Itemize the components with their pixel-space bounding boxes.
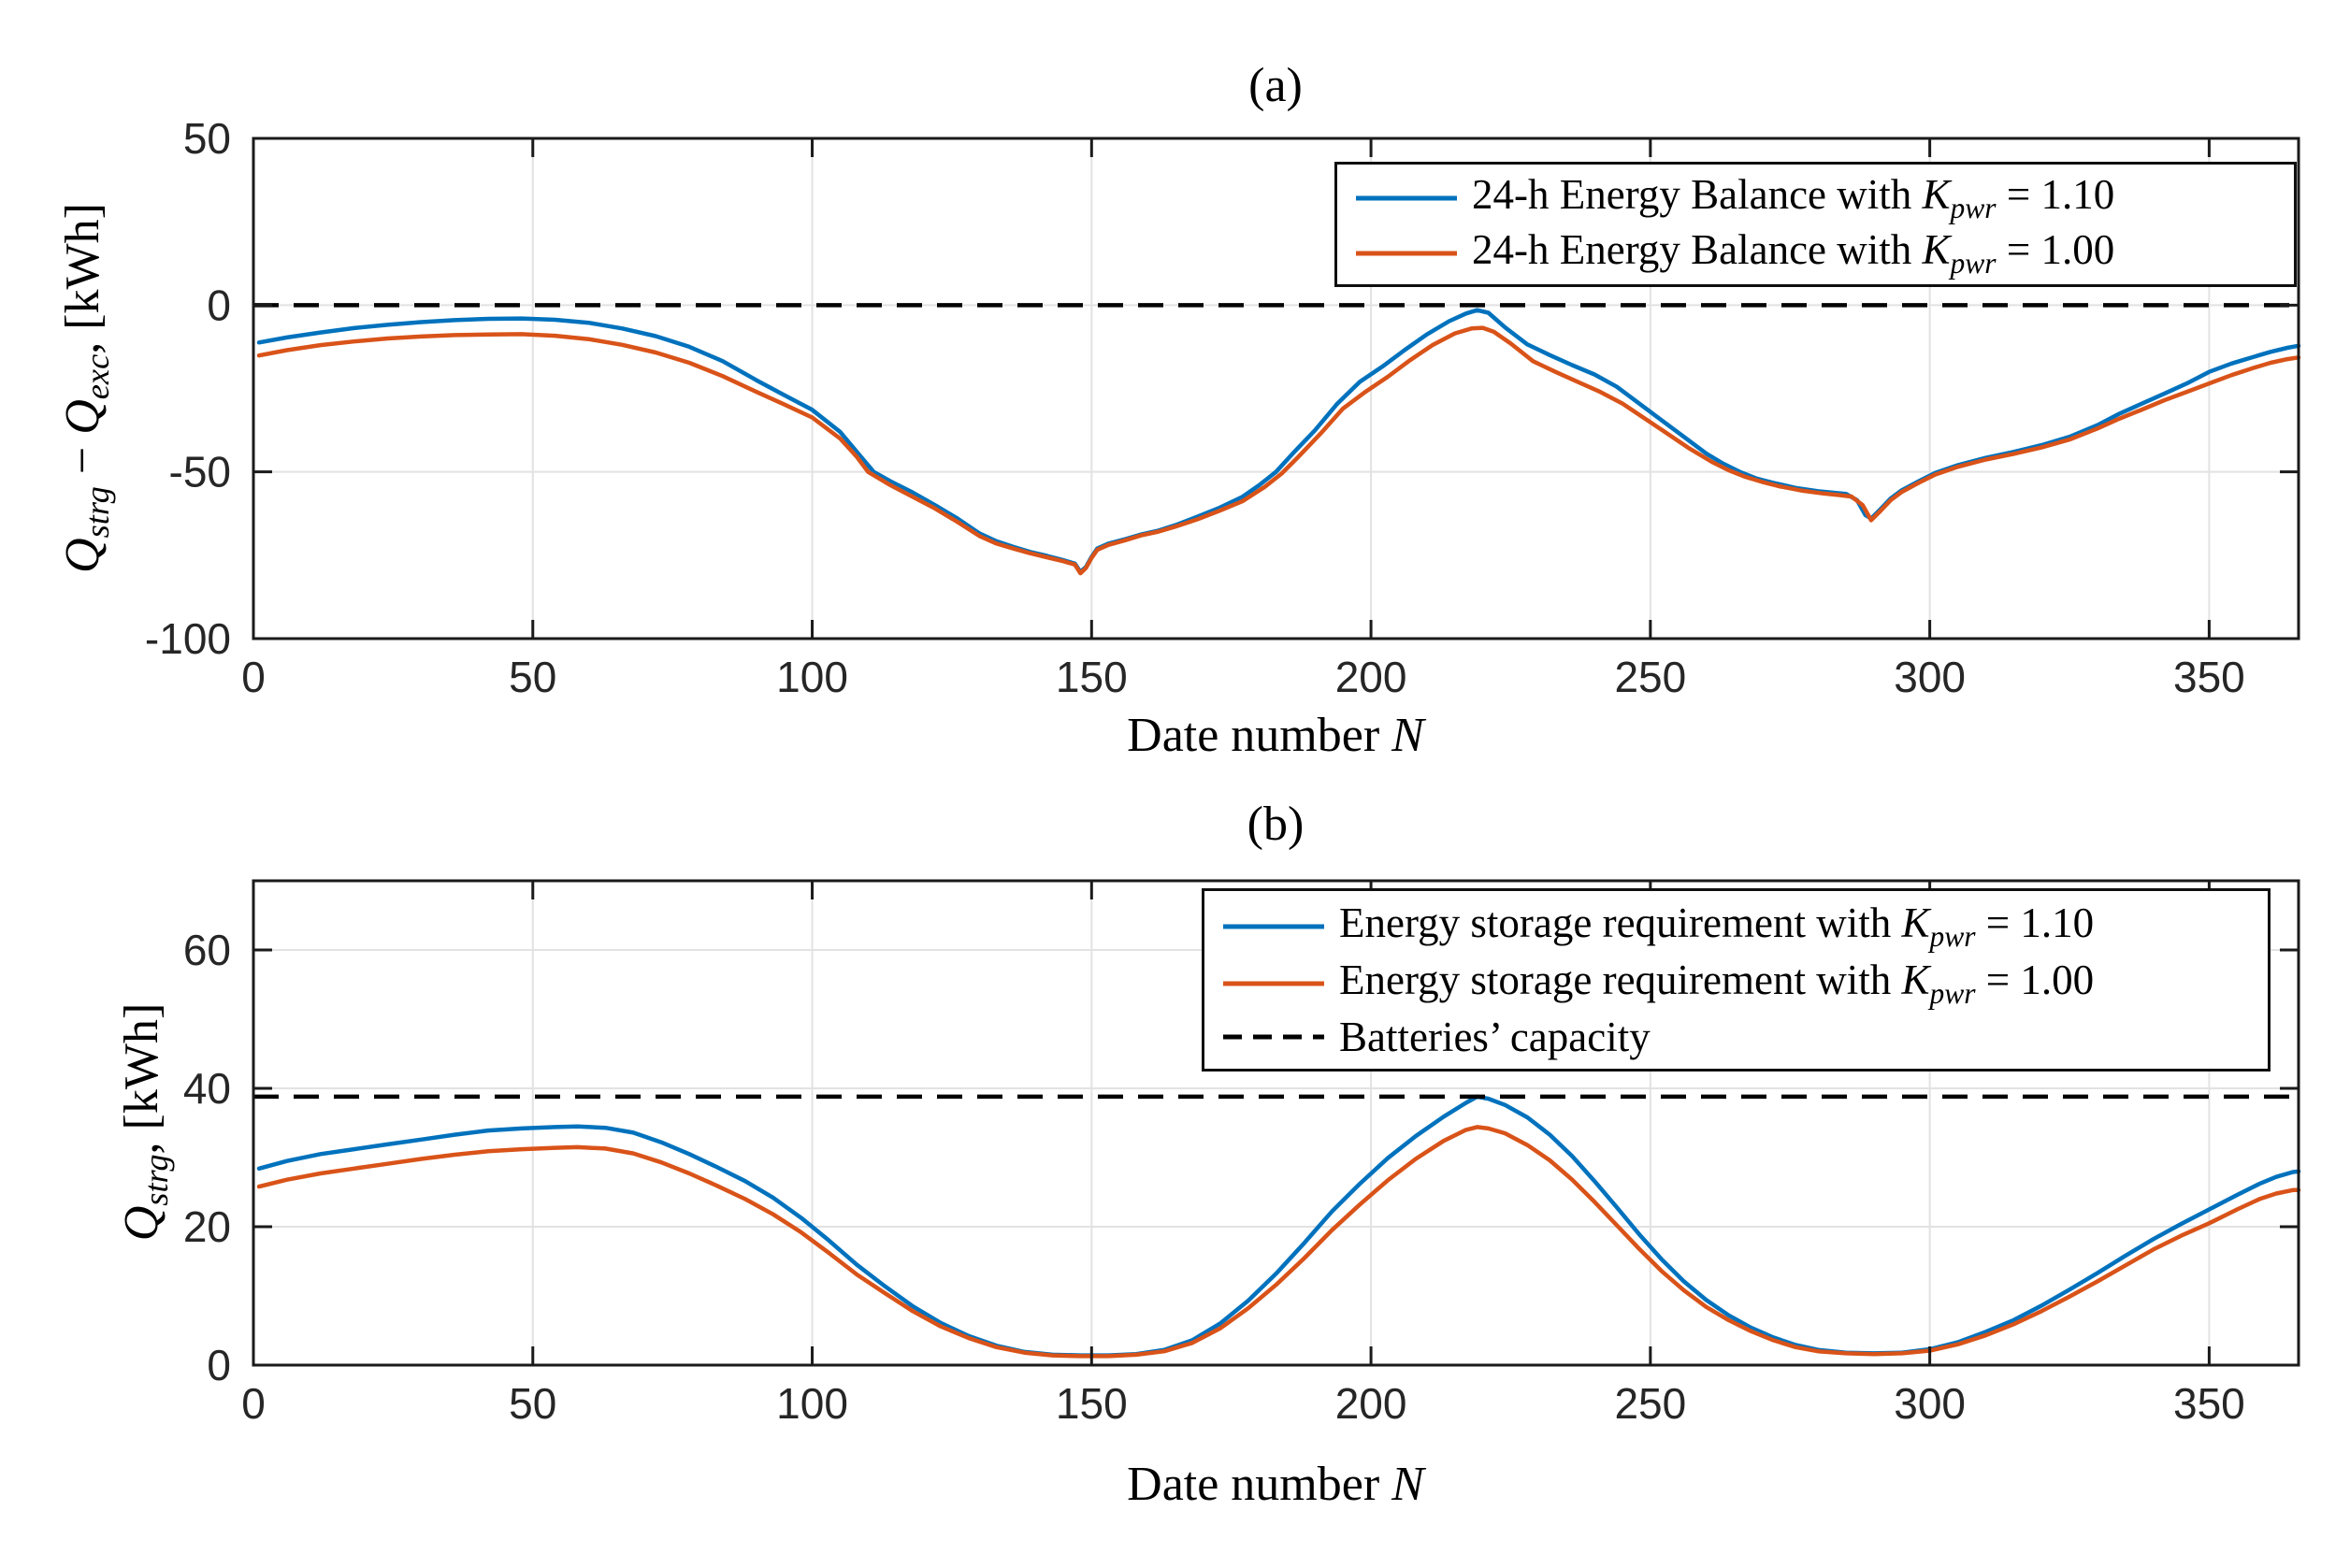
plot-b-y-tick-label: 60 xyxy=(183,926,231,974)
legend-entry: 24-h Energy Balance with Kpwr = 1.10 xyxy=(1347,170,2285,225)
plot-b-legend: Energy storage requirement with Kpwr = 1… xyxy=(1202,888,2271,1072)
plot-b-x-tick-label: 0 xyxy=(241,1379,266,1428)
plot-b-x-tick-label: 250 xyxy=(1614,1379,1686,1428)
plot-a-y-tick-label: -50 xyxy=(169,448,231,496)
plot-b-y-axis-label: Qstrg, [kWh] xyxy=(114,1002,176,1242)
plot-a-series-1 xyxy=(256,325,2301,576)
plot-a-x-tick-label: 200 xyxy=(1335,653,1407,701)
plot-b-x-tick-label: 50 xyxy=(509,1379,556,1428)
plot-a-x-tick-label: 300 xyxy=(1894,653,1966,701)
plot-a-y-tick-label: -100 xyxy=(145,614,231,663)
plot-a-x-tick-label: 100 xyxy=(776,653,848,701)
plot-a-x-tick-label: 0 xyxy=(241,653,266,701)
plot-b-series-1 xyxy=(256,1125,2301,1359)
legend-entry-label: Energy storage requirement with Kpwr = 1… xyxy=(1339,899,2095,953)
plot-b-y-tick-label: 20 xyxy=(183,1202,231,1251)
plot-a-box xyxy=(252,137,2300,640)
plot-a-title: (a) xyxy=(1248,59,1303,112)
plot-a-y-tick-label: 0 xyxy=(207,281,231,329)
legend-line-sample xyxy=(1223,924,1324,928)
plot-a-x-tick-label: 350 xyxy=(2173,653,2245,701)
legend-entry: Energy storage requirement with Kpwr = 1… xyxy=(1214,956,2258,1011)
legend-line-sample xyxy=(1223,981,1324,985)
plot-a-tick-labels: 0 50 100 150 200 250 300 350 -100 -50 0 50 xyxy=(145,114,2245,701)
plot-a-ticks xyxy=(252,137,2299,640)
plot-b-x-tick-label: 200 xyxy=(1335,1379,1407,1428)
plot-b-y-tick-label: 0 xyxy=(207,1341,231,1389)
plot-b-x-tick-label: 300 xyxy=(1894,1379,1966,1428)
legend-entry: 24-h Energy Balance with Kpwr = 1.00 xyxy=(1347,225,2285,281)
plot-b-box xyxy=(252,879,2300,1367)
legend-entry-label: 24-h Energy Balance with Kpwr = 1.10 xyxy=(1472,171,2115,224)
legend-line-sample xyxy=(1356,195,1457,200)
plot-a-y-tick-label: 50 xyxy=(183,114,231,163)
legend-entry-label: 24-h Energy Balance with Kpwr = 1.00 xyxy=(1472,226,2115,280)
plot-b-tick-labels: 0 50 100 150 200 250 300 350 0 20 40 60 xyxy=(183,926,2245,1428)
plot-b-x-tick-label: 150 xyxy=(1056,1379,1128,1428)
plot-a-y-axis-label: Qstrg − Qexc, [kWh] xyxy=(55,203,117,573)
plot-b-x-axis-label: Date number N xyxy=(1127,1458,1424,1511)
plot-a-series-0 xyxy=(256,308,2301,574)
legend-entry: Batteries’ capacity xyxy=(1214,1013,2258,1061)
legend-entry-label: Energy storage requirement with Kpwr = 1… xyxy=(1339,957,2095,1010)
plot-b-title: (b) xyxy=(1247,798,1305,851)
plot-b-x-tick-label: 350 xyxy=(2173,1379,2245,1428)
legend-entry: Energy storage requirement with Kpwr = 1… xyxy=(1214,899,2258,954)
legend-dashed-line-sample xyxy=(1223,1034,1324,1040)
plot-a-x-tick-label: 50 xyxy=(509,653,556,701)
plot-b-x-tick-label: 100 xyxy=(776,1379,848,1428)
plot-a-x-axis-label: Date number N xyxy=(1127,709,1424,762)
legend-line-sample xyxy=(1356,251,1457,255)
plot-b-series-0 xyxy=(256,1094,2301,1358)
plot-a-legend: 24-h Energy Balance with Kpwr = 1.10 24-h… xyxy=(1334,162,2297,287)
plot-a-x-tick-label: 250 xyxy=(1614,653,1686,701)
plot-a-x-tick-label: 150 xyxy=(1056,653,1128,701)
legend-entry-label: Batteries’ capacity xyxy=(1339,1014,1651,1060)
plot-b-y-tick-label: 40 xyxy=(183,1064,231,1113)
